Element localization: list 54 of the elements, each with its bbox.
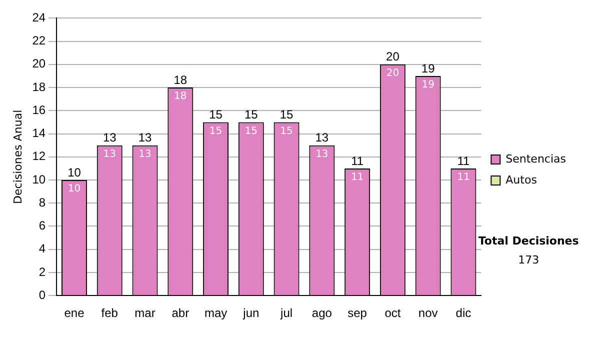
text: 173 bbox=[518, 253, 540, 266]
legend-label: Autos bbox=[506, 173, 538, 186]
y-tick-label: 12 bbox=[32, 149, 46, 164]
data-label: 15 bbox=[280, 126, 293, 137]
total-label: 13 bbox=[102, 130, 117, 145]
x-tick-label: ene bbox=[64, 306, 85, 320]
y-tick-label: 18 bbox=[32, 80, 46, 94]
y-tick-label: 14 bbox=[32, 126, 46, 140]
data-label: 20 bbox=[386, 68, 400, 80]
x-tick-label: sep bbox=[348, 306, 368, 320]
x-tick-label: jul bbox=[280, 306, 293, 320]
data-label: 15 bbox=[209, 126, 222, 137]
x-tick-label: jun bbox=[242, 306, 260, 320]
data-label: 11 bbox=[457, 172, 470, 184]
total-label: 15 bbox=[280, 108, 294, 122]
y-tick-label: 4 bbox=[38, 242, 46, 256]
y-tick-label: 8 bbox=[38, 195, 46, 210]
total-label: 13 bbox=[138, 130, 152, 145]
total-label: 15 bbox=[209, 108, 223, 122]
total-label: 18 bbox=[174, 72, 188, 87]
annotation: Total Decisiones bbox=[478, 234, 580, 248]
total-label: 11 bbox=[351, 154, 364, 168]
x-tick-label: ago bbox=[312, 306, 332, 320]
data-label: 15 bbox=[244, 126, 258, 137]
y-tick-label: 20 bbox=[32, 56, 46, 71]
data-label: 13 bbox=[138, 148, 152, 160]
y-tick-label: 2 bbox=[38, 264, 46, 279]
data-label: 13 bbox=[316, 148, 328, 160]
data-label: 13 bbox=[103, 148, 116, 160]
x-tick-label: abr bbox=[172, 306, 190, 320]
x-tick-label: nov bbox=[418, 306, 438, 320]
data-label: 11 bbox=[350, 172, 364, 184]
total-label: 15 bbox=[244, 108, 258, 122]
total-label: 13 bbox=[315, 130, 329, 145]
y-tick-label: 6 bbox=[38, 218, 46, 233]
x-tick-label: dic bbox=[456, 306, 472, 320]
y-tick-label: 24 bbox=[32, 10, 46, 25]
x-tick-label: oct bbox=[384, 306, 402, 320]
total-label: 11 bbox=[457, 154, 470, 168]
data-label: 19 bbox=[422, 80, 434, 91]
total-label: 10 bbox=[68, 165, 82, 180]
y-tick-label: 10 bbox=[32, 172, 46, 186]
data-label: 10 bbox=[68, 184, 81, 195]
total-label: 19 bbox=[421, 61, 436, 76]
y-tick-label: 0 bbox=[38, 288, 46, 302]
total-label: 20 bbox=[386, 50, 400, 64]
legend-label: Sentencias bbox=[506, 152, 566, 166]
y-axis-title: Decisiones Anual bbox=[11, 110, 24, 204]
x-tick-label: may bbox=[204, 306, 228, 320]
x-tick-label: feb bbox=[101, 306, 118, 320]
data-label: 18 bbox=[174, 91, 187, 102]
y-tick-label: 22 bbox=[32, 34, 46, 48]
y-tick-label: 16 bbox=[32, 102, 46, 117]
x-tick-label: mar bbox=[134, 306, 156, 320]
